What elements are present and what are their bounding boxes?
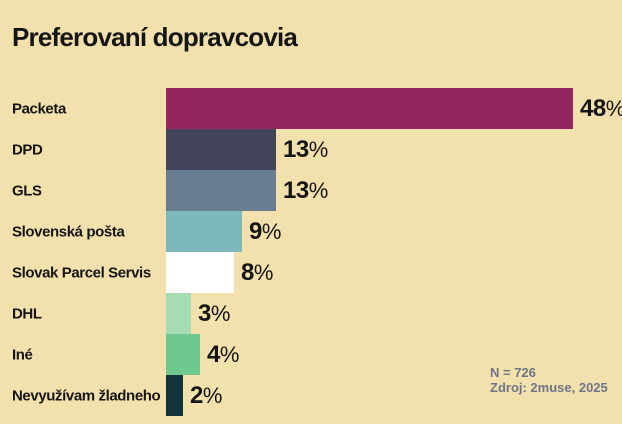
percent-sign: % <box>308 177 329 203</box>
value-label: 48% <box>580 95 622 123</box>
bar-segment <box>166 129 276 170</box>
percent-sign: % <box>253 259 274 285</box>
value-number: 9 <box>249 217 262 245</box>
source-text: Zdroj: 2muse, 2025 <box>490 380 608 395</box>
value-number: 13 <box>283 135 309 163</box>
value-label: 13% <box>283 136 328 164</box>
category-label: Iné <box>12 346 33 363</box>
value-label: 2% <box>190 382 222 410</box>
category-label: DPD <box>12 141 43 158</box>
bar-segment <box>166 375 183 416</box>
sample-size-text: N = 726 <box>490 365 536 380</box>
percent-sign: % <box>606 96 622 121</box>
chart-title: Preferovaní dopravcovia <box>12 22 298 52</box>
bar-row: Slovak Parcel Servis 8% <box>0 252 622 293</box>
percent-sign: % <box>308 136 329 162</box>
percent-sign: % <box>261 218 282 244</box>
bar-segment <box>166 334 200 375</box>
value-label: 4% <box>207 341 239 369</box>
value-number: 3 <box>198 299 211 327</box>
bar-row: DHL 3% <box>0 293 622 334</box>
source-note: N = 726 Zdroj: 2muse, 2025 <box>490 365 608 395</box>
value-label: 13% <box>283 177 328 205</box>
value-label: 9% <box>249 218 281 246</box>
category-label: Slovenská pošta <box>12 223 125 240</box>
bar-segment <box>166 293 191 334</box>
bar-row: Iné 4% <box>0 334 622 375</box>
bar-row: GLS 13% <box>0 170 622 211</box>
bar-segment <box>166 88 573 129</box>
value-number: 4 <box>207 340 220 368</box>
category-label: DHL <box>12 305 42 322</box>
category-label: GLS <box>12 182 42 199</box>
bar-row: DPD 13% <box>0 129 622 170</box>
category-label: Packeta <box>12 100 66 117</box>
category-label: Nevyužívam žladneho <box>12 387 161 404</box>
value-number: 48 <box>580 94 606 122</box>
percent-sign: % <box>219 341 240 367</box>
bar-segment <box>166 170 276 211</box>
value-number: 2 <box>190 381 203 409</box>
value-label: 8% <box>241 259 273 287</box>
value-label: 3% <box>198 300 230 328</box>
value-number: 13 <box>283 176 309 204</box>
bar-row: Nevyužívam žladneho 2% <box>0 375 622 416</box>
bar-segment <box>166 252 234 293</box>
percent-sign: % <box>210 300 231 326</box>
bar-segment <box>166 211 242 252</box>
bar-row: Packeta 48% <box>0 88 622 129</box>
category-label: Slovak Parcel Servis <box>12 264 151 281</box>
value-number: 8 <box>241 258 254 286</box>
bar-row: Slovenská pošta 9% <box>0 211 622 252</box>
percent-sign: % <box>202 382 223 408</box>
